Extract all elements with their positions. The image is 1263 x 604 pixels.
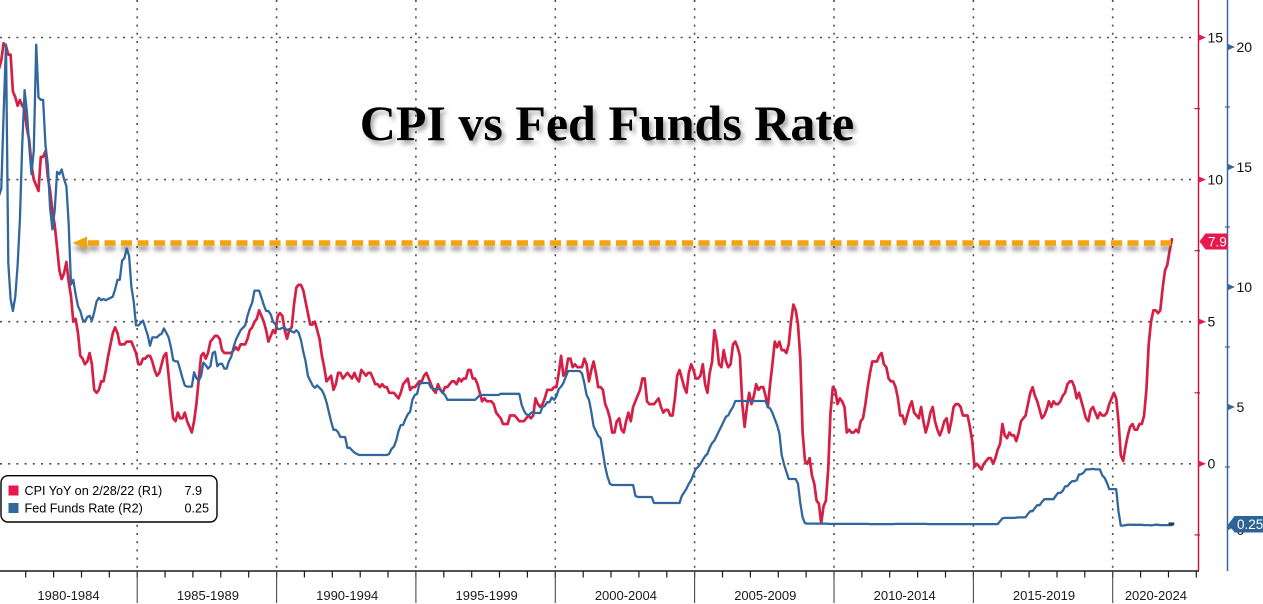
svg-text:2000-2004: 2000-2004 bbox=[595, 588, 657, 603]
svg-text:7.9: 7.9 bbox=[1208, 234, 1227, 249]
svg-text:2015-2019: 2015-2019 bbox=[1013, 588, 1075, 603]
svg-text:5: 5 bbox=[1237, 399, 1245, 415]
svg-text:0: 0 bbox=[1208, 456, 1216, 472]
svg-text:20: 20 bbox=[1237, 39, 1253, 55]
svg-text:0.25: 0.25 bbox=[185, 502, 210, 516]
svg-text:2005-2009: 2005-2009 bbox=[734, 588, 796, 603]
svg-text:Fed Funds Rate (R2): Fed Funds Rate (R2) bbox=[25, 502, 143, 516]
svg-text:1995-1999: 1995-1999 bbox=[456, 588, 518, 603]
svg-text:5: 5 bbox=[1208, 314, 1216, 330]
svg-text:15: 15 bbox=[1208, 29, 1224, 45]
svg-text:2010-2014: 2010-2014 bbox=[874, 588, 936, 603]
svg-text:7.9: 7.9 bbox=[185, 484, 203, 498]
svg-text:1980-1984: 1980-1984 bbox=[37, 588, 99, 603]
svg-text:10: 10 bbox=[1237, 279, 1253, 295]
svg-text:15: 15 bbox=[1237, 159, 1253, 175]
svg-text:CPI YoY on 2/28/22 (R1): CPI YoY on 2/28/22 (R1) bbox=[25, 484, 163, 498]
svg-text:1985-1989: 1985-1989 bbox=[177, 588, 239, 603]
svg-text:CPI vs Fed Funds Rate: CPI vs Fed Funds Rate bbox=[360, 95, 854, 151]
svg-text:10: 10 bbox=[1208, 171, 1224, 187]
svg-text:2020-2024: 2020-2024 bbox=[1125, 588, 1187, 603]
svg-text:0.25: 0.25 bbox=[1237, 517, 1263, 532]
svg-text:1990-1994: 1990-1994 bbox=[316, 588, 378, 603]
